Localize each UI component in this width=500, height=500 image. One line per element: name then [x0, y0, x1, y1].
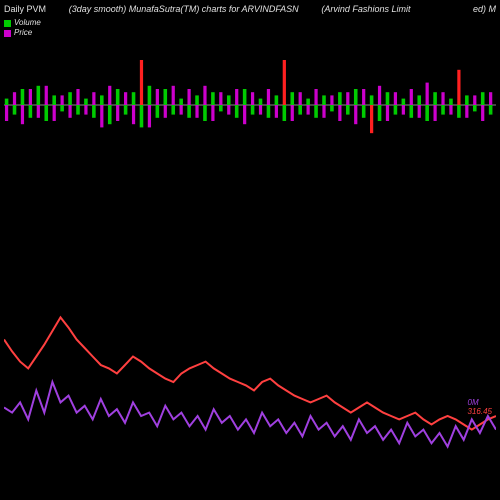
price-value: 316.45 [468, 407, 492, 416]
volume-value: 0M [468, 398, 492, 407]
line-chart-panel [4, 280, 496, 450]
price-swatch [4, 30, 11, 37]
legend-item-price: Price [4, 28, 41, 38]
header-company: (Arvind Fashions Limit ed) M [321, 4, 496, 14]
value-labels: 0M 316.45 [468, 398, 492, 416]
legend: Volume Price [4, 18, 41, 38]
header-subtitle: (3day smooth) MunafaSutra(TM) charts for… [69, 4, 299, 14]
legend-item-volume: Volume [4, 18, 41, 28]
header-title: Daily PVM [4, 4, 46, 14]
volume-label: Volume [14, 18, 41, 28]
price-label: Price [14, 28, 32, 38]
volume-swatch [4, 20, 11, 27]
chart-header: Daily PVM (3day smooth) MunafaSutra(TM) … [0, 4, 500, 14]
bar-chart-panel [4, 60, 496, 150]
